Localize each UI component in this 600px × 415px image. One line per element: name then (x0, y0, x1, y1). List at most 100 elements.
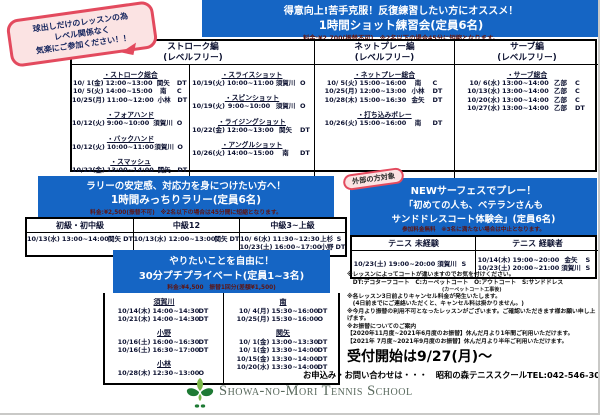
rally-cell-beginner: 10/13(水) 13:00~14:00 関矢 DT (27, 233, 133, 255)
schedule-row: 10/12(火) 10:00~11:00 須賀川 O (72, 143, 189, 151)
time: 19:00~20:00 (512, 255, 560, 264)
time: 13:00~14:00 (502, 87, 549, 96)
header-title: サーブ編 (510, 42, 544, 52)
court-code: S (461, 259, 467, 268)
lesson-rows: 10/19(火) 10:00~11:00 須賀川 O (190, 79, 314, 87)
court-code: DT (575, 104, 585, 113)
schedule-row: 10/14(木) 19:00~20:00 金矢 S (476, 255, 598, 264)
time: 12:00~13:00 (359, 87, 407, 96)
date: 10/23(土) (477, 264, 511, 272)
coach: 須賀川 (437, 259, 457, 268)
rally-header-intermediate12: 中級12 (133, 219, 239, 233)
lesson-group: ・スマッシュ 10/22(金) 13:00~14:00 関矢 DT (72, 156, 189, 174)
header-sub: (レベルフリー) (497, 52, 557, 63)
court-code: DT (229, 235, 240, 243)
schedule-row: 10/ 4(月) 15:30~16:00 DT (224, 307, 342, 315)
court-code: C (432, 79, 438, 87)
time: 16:30~17:00 (152, 346, 200, 355)
trial-banner-line2: 「初めての人も、ベテランさんも (403, 200, 544, 211)
lesson-rows: 10/12(火) 9:00~10:00 須賀川 O (72, 119, 189, 127)
schedule-row: 10/23(土) 19:00~20:00 須賀川 S (352, 260, 475, 268)
time: 20:00~21:00 (512, 264, 560, 272)
lesson-group: ・ネットプレー総合 10/ 5(火) 15:00~16:00 南 C (315, 69, 454, 104)
shot-banner-price-note: 料金:¥2,700(振替不可) ※2名以下の場合45分に短縮となります。 (202, 33, 598, 42)
time: 15:30~16:00 (271, 315, 319, 324)
time: 13:00~14:00 (502, 95, 549, 104)
lesson-rows: 10/ 1(金) 12:00~13:00 関矢 DT 10/ 5(火) 14:0… (72, 79, 189, 104)
column-header-netplay: ネットプレー編 (レベルフリー) (314, 41, 454, 65)
court-code: DT (317, 337, 328, 346)
lesson-rows: 10/22(金) 13:00~14:00 関矢 DT (72, 166, 189, 174)
coach-name: 小林 (157, 359, 171, 368)
schedule-row: 10/28(木) 12:30~13:00 O (105, 369, 223, 377)
shot-session-banner: 得意向上!苦手克服！反復練習したい方にオススメ！ 1時間ショット練習会(定員6名… (202, 0, 598, 42)
court-code: C (575, 79, 580, 87)
lesson-group: ・バックハンド 10/12(火) 10:00~11:00 須賀川 O (72, 133, 189, 151)
schedule-row: 10/22(金) 12:00~13:00 関矢 DT (190, 126, 314, 134)
coach: 小林 (157, 95, 171, 104)
coach-rows: 10/16(土) 16:00~16:30 DT 10/16(土) 16:30~1… (105, 338, 223, 355)
coach: 小野 (320, 243, 334, 252)
date: 10/23(土) (353, 259, 387, 268)
date: 10/27(水) (467, 104, 500, 113)
coach: 関矢 (156, 79, 170, 87)
lesson-rows: 10/26(火) 14:00~15:00 南 DT (190, 149, 314, 157)
date: 10/13(水) (133, 235, 167, 243)
private-banner: やりたいことを自由に！ 30分プチプライベート(定員1~3名) 料金:¥4,50… (113, 250, 330, 293)
court-code: DT (317, 354, 328, 363)
date: 10/20(水) (467, 95, 500, 104)
time: 16:00~16:30 (152, 337, 200, 346)
coach: 金矢 (411, 95, 425, 104)
schedule-row: 10/22(金) 13:00~14:00 関矢 DT (72, 166, 189, 174)
court-code: O (300, 79, 306, 87)
date: 10/ 1(金) (72, 79, 104, 87)
private-banner-title: 30分プチプライベート(定員1~3名) (138, 271, 305, 282)
court-code: S (336, 235, 342, 243)
date: 10/26(火) (192, 149, 225, 158)
lesson-group: ・ライジングショット 10/22(金) 12:00~13:00 関矢 DT (190, 116, 314, 134)
schedule-row: 10/23(土) 20:00~21:00 須賀川 S (476, 264, 598, 272)
time: 15:00~16:30 (359, 95, 407, 104)
lesson-group-title: ・フォアハンド (106, 111, 155, 120)
lesson-rows: 10/19(火) 9:00~10:00 須賀川 O (190, 102, 314, 110)
rally-banner: ラリーの安定感、対応力を身につけたい方へ！ 1時間みっちりラリー(定員6名) 料… (38, 176, 334, 217)
date: 10/25(月) (72, 95, 105, 104)
private-banner-catchline: やりたいことを自由に！ (169, 256, 274, 267)
schedule-row: 10/19(火) 9:00~10:00 須賀川 O (190, 102, 314, 110)
date: 10/21(木) (117, 315, 151, 324)
date: 10/25(月) (324, 87, 358, 96)
court-code: O (317, 315, 324, 324)
court-code: DT (335, 243, 346, 252)
trial-cell-inexperienced: 10/23(土) 19:00~20:00 須賀川 S (352, 251, 475, 277)
schedule-row: 10/13(水) 12:00~13:00 関矢 DT (133, 235, 240, 243)
coach-name: 南 (279, 298, 287, 306)
coach: 須賀川 (275, 102, 296, 111)
schedule-row: 10/21(木) 14:00~14:30 DT (105, 315, 223, 323)
date: 10/25(月) (236, 315, 270, 324)
coach: 須賀川 (275, 79, 296, 87)
coach: 須賀川 (154, 142, 174, 151)
lesson-group-title: ・バックハンド (106, 134, 155, 143)
time: 9:00~10:00 (227, 102, 271, 111)
date: 10/13(水) (467, 87, 500, 96)
trial-banner: 外部の方対象 NEWサーフェスでプレー！ 「初めての人も、ベテランさんも サンド… (342, 166, 597, 235)
date: 10/19(火) (192, 79, 225, 87)
schedule-row: 10/ 6(水) 11:30~12:30 上杉 S (240, 235, 345, 243)
time: 9:00~10:00 (106, 119, 150, 128)
court-code: S (585, 264, 591, 272)
date: 10/23(土) (239, 243, 273, 252)
schedule-row: 10/20(水) 13:00~14:00 乙部 C (455, 95, 598, 104)
coach-group: 小林 10/28(木) 12:30~13:00 O (105, 359, 223, 377)
schedule-row: 10/ 1(金) 13:00~13:30 DT (224, 338, 342, 346)
time: 11:00~12:00 (106, 95, 154, 104)
coach-name: 小野 (157, 328, 171, 337)
coach: 関矢 (279, 125, 292, 134)
lesson-group-title: ・スピンショット (224, 94, 280, 103)
trial-banner-line1: NEWサーフェスでプレー！ (410, 186, 537, 197)
lesson-rows: 10/26(火) 15:00~16:00 南 DT (315, 119, 454, 127)
coach: 南 (160, 87, 167, 96)
trial-banner-price-note: 参加料金無料 ※3名に満たない場合は中止となります。 (402, 227, 545, 233)
trial-banner-line3: サンドドレスコート体験会」(定員6名) (391, 214, 556, 225)
fine-print-notes: ※レッスンによってコートが違いますのでお気を付けください。 DT:デコターフコー… (347, 272, 598, 346)
schedule-row: 10/12(火) 9:00~10:00 須賀川 O (72, 119, 189, 127)
